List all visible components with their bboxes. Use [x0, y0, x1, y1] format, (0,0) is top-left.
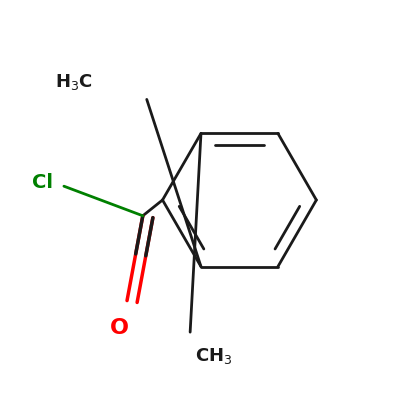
Text: O: O	[110, 318, 129, 338]
Text: H$_3$C: H$_3$C	[55, 72, 93, 92]
Text: Cl: Cl	[32, 173, 53, 192]
Text: CH$_3$: CH$_3$	[195, 346, 232, 366]
